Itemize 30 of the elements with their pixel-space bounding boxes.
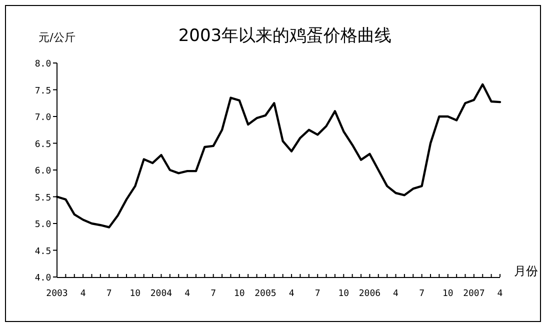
y-tick-label: 7.5 <box>34 86 52 96</box>
x-tick-label: 4 <box>80 289 86 299</box>
y-tick-label: 4.0 <box>34 274 52 284</box>
x-tick-label: 10 <box>234 289 245 299</box>
y-tick-label: 4.5 <box>34 246 52 257</box>
y-tick-label: 7.0 <box>34 113 52 123</box>
x-tick-label: 10 <box>442 289 454 299</box>
y-tick-label: 5.5 <box>34 193 52 204</box>
x-tick-label: 4 <box>288 289 294 299</box>
x-tick-label: 2006 <box>358 289 381 299</box>
chart-title: 2003年以来的鸡蛋价格曲线 <box>178 26 392 46</box>
x-tick-label: 10 <box>130 289 141 299</box>
x-tick-label: 4 <box>393 289 398 299</box>
x-tick-label: 2004 <box>150 289 172 299</box>
x-tick-label: 7 <box>106 289 112 299</box>
y-tick-label: 6.5 <box>34 140 52 150</box>
x-tick-label: 4 <box>497 289 503 299</box>
y-axis-title: 元/公斤 <box>38 31 76 44</box>
y-tick-label: 6.0 <box>34 166 52 176</box>
x-tick-label: 10 <box>338 289 350 299</box>
y-tick-label: 8.0 <box>34 60 52 70</box>
x-tick-label: 4 <box>184 289 190 299</box>
x-tick-label: 2003 <box>46 289 68 299</box>
x-tick-label: 7 <box>314 289 320 299</box>
y-tick-label: 5.0 <box>34 220 52 230</box>
x-tick-label: 2005 <box>254 289 276 299</box>
x-axis-title: 月份 <box>514 264 538 278</box>
x-tick-label: 7 <box>210 289 216 299</box>
x-tick-label: 7 <box>419 289 425 299</box>
x-tick-label: 2007 <box>463 289 485 299</box>
